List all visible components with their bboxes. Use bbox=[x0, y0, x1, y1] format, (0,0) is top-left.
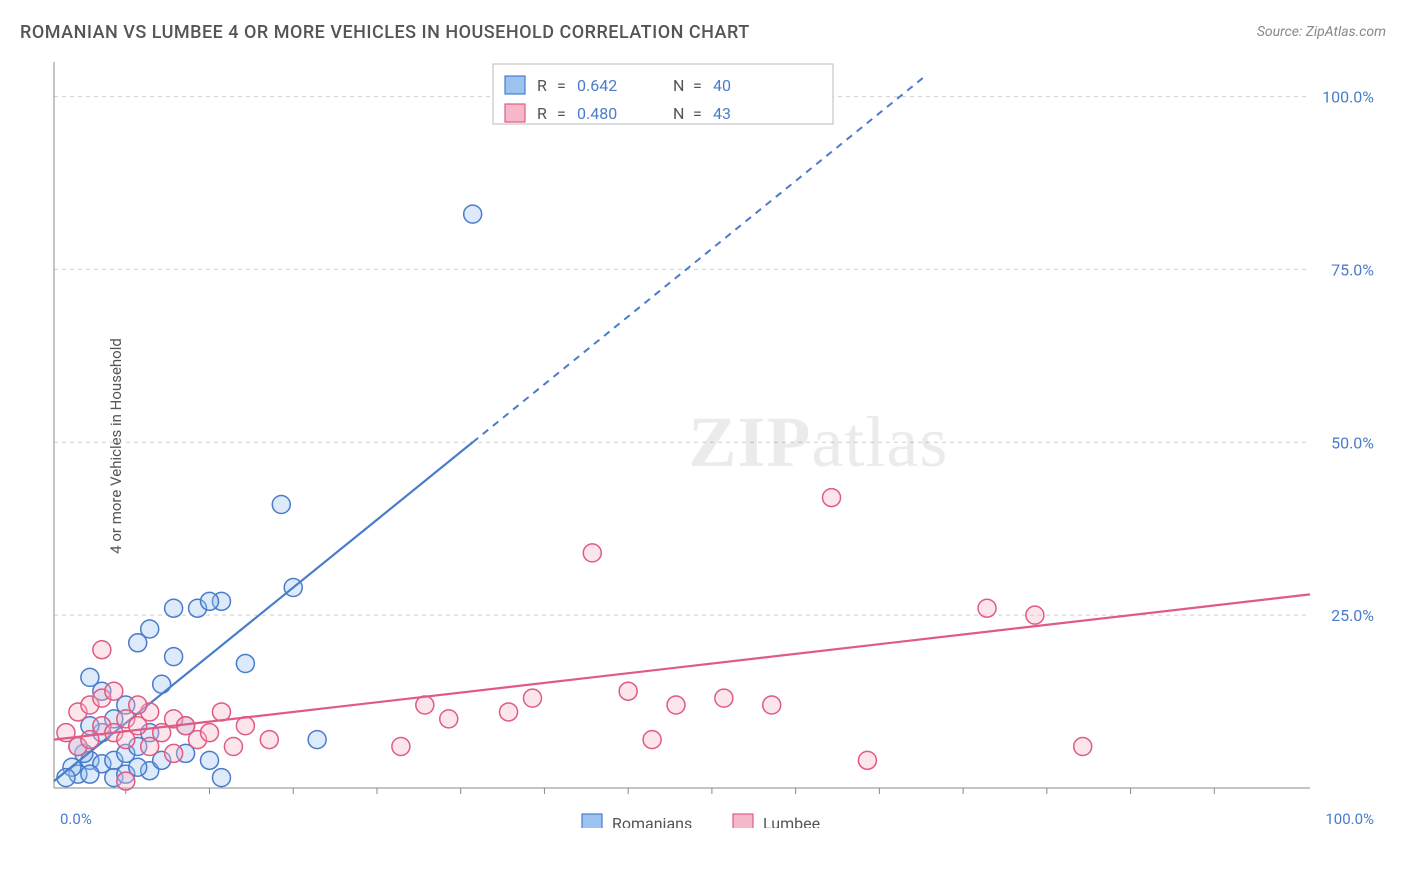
legend-r-label: R bbox=[537, 76, 547, 95]
legend-n-label: N bbox=[673, 76, 684, 95]
data-point-lumbee bbox=[1074, 738, 1092, 756]
data-point-romanians bbox=[212, 769, 230, 787]
data-point-lumbee bbox=[224, 738, 242, 756]
data-point-romanians bbox=[201, 751, 219, 769]
legend-r-value: 0.480 bbox=[577, 104, 617, 123]
data-point-romanians bbox=[153, 675, 171, 693]
data-point-lumbee bbox=[715, 689, 733, 707]
data-point-lumbee bbox=[643, 731, 661, 749]
data-point-lumbee bbox=[117, 731, 135, 749]
watermark: ZIPatlas bbox=[688, 402, 948, 482]
legend-eq: = bbox=[557, 76, 566, 95]
data-point-lumbee bbox=[212, 703, 230, 721]
data-point-lumbee bbox=[165, 744, 183, 762]
data-point-romanians bbox=[81, 765, 99, 783]
x-tick-label-right: 100.0% bbox=[1325, 810, 1374, 828]
y-tick-label: 25.0% bbox=[1331, 606, 1374, 625]
legend-eq: = bbox=[693, 76, 702, 95]
chart-plot-area: 25.0% 50.0% 75.0% 100.0% ZIPatlas 0.0% 100.0% R… bbox=[50, 58, 1380, 828]
legend-bottom-swatch-lumbee bbox=[733, 814, 753, 828]
legend-bottom-swatch-romanians bbox=[582, 814, 602, 828]
data-point-lumbee bbox=[260, 731, 278, 749]
data-point-lumbee bbox=[236, 717, 254, 735]
data-point-lumbee bbox=[858, 751, 876, 769]
scatter-chart-svg: 25.0% 50.0% 75.0% 100.0% ZIPatlas 0.0% 100.0% R… bbox=[50, 58, 1380, 828]
data-point-romanians bbox=[464, 205, 482, 223]
legend-n-value: 40 bbox=[713, 76, 731, 95]
legend-eq: = bbox=[557, 104, 566, 123]
data-point-lumbee bbox=[763, 696, 781, 714]
data-point-lumbee bbox=[978, 599, 996, 617]
data-point-lumbee bbox=[117, 772, 135, 790]
legend-eq: = bbox=[693, 104, 702, 123]
data-point-lumbee bbox=[823, 489, 841, 507]
data-point-lumbee bbox=[392, 738, 410, 756]
trend-line-dash-romanians bbox=[473, 74, 928, 442]
data-point-romanians bbox=[165, 648, 183, 666]
data-point-lumbee bbox=[523, 689, 541, 707]
data-point-lumbee bbox=[141, 738, 159, 756]
data-point-romanians bbox=[308, 731, 326, 749]
data-point-romanians bbox=[272, 496, 290, 514]
legend-r-value: 0.642 bbox=[577, 76, 617, 95]
legend-n-value: 43 bbox=[713, 104, 731, 123]
legend-swatch-lumbee bbox=[505, 104, 525, 122]
data-point-lumbee bbox=[500, 703, 518, 721]
data-point-romanians bbox=[129, 634, 147, 652]
legend-bottom-label: Lumbee bbox=[763, 814, 820, 828]
data-point-romanians bbox=[165, 599, 183, 617]
x-tick-label-left: 0.0% bbox=[60, 810, 92, 828]
data-point-lumbee bbox=[583, 544, 601, 562]
data-point-romanians bbox=[81, 668, 99, 686]
y-tick-label: 75.0% bbox=[1331, 260, 1374, 279]
data-point-lumbee bbox=[1026, 606, 1044, 624]
chart-title: ROMANIAN VS LUMBEE 4 OR MORE VEHICLES IN… bbox=[20, 22, 750, 43]
data-point-lumbee bbox=[667, 696, 685, 714]
legend-r-label: R bbox=[537, 104, 547, 123]
data-point-lumbee bbox=[619, 682, 637, 700]
legend-swatch-romanians bbox=[505, 76, 525, 94]
data-point-lumbee bbox=[416, 696, 434, 714]
source-attribution: Source: ZipAtlas.com bbox=[1257, 24, 1386, 40]
y-tick-label: 50.0% bbox=[1331, 433, 1374, 452]
legend-n-label: N bbox=[673, 104, 684, 123]
data-point-lumbee bbox=[105, 682, 123, 700]
data-point-lumbee bbox=[201, 724, 219, 742]
data-point-lumbee bbox=[93, 641, 111, 659]
data-point-lumbee bbox=[440, 710, 458, 728]
data-point-lumbee bbox=[129, 696, 147, 714]
data-point-romanians bbox=[236, 655, 254, 673]
y-tick-label: 100.0% bbox=[1322, 88, 1374, 107]
data-point-romanians bbox=[201, 592, 219, 610]
legend-bottom-label: Romanians bbox=[612, 814, 692, 828]
